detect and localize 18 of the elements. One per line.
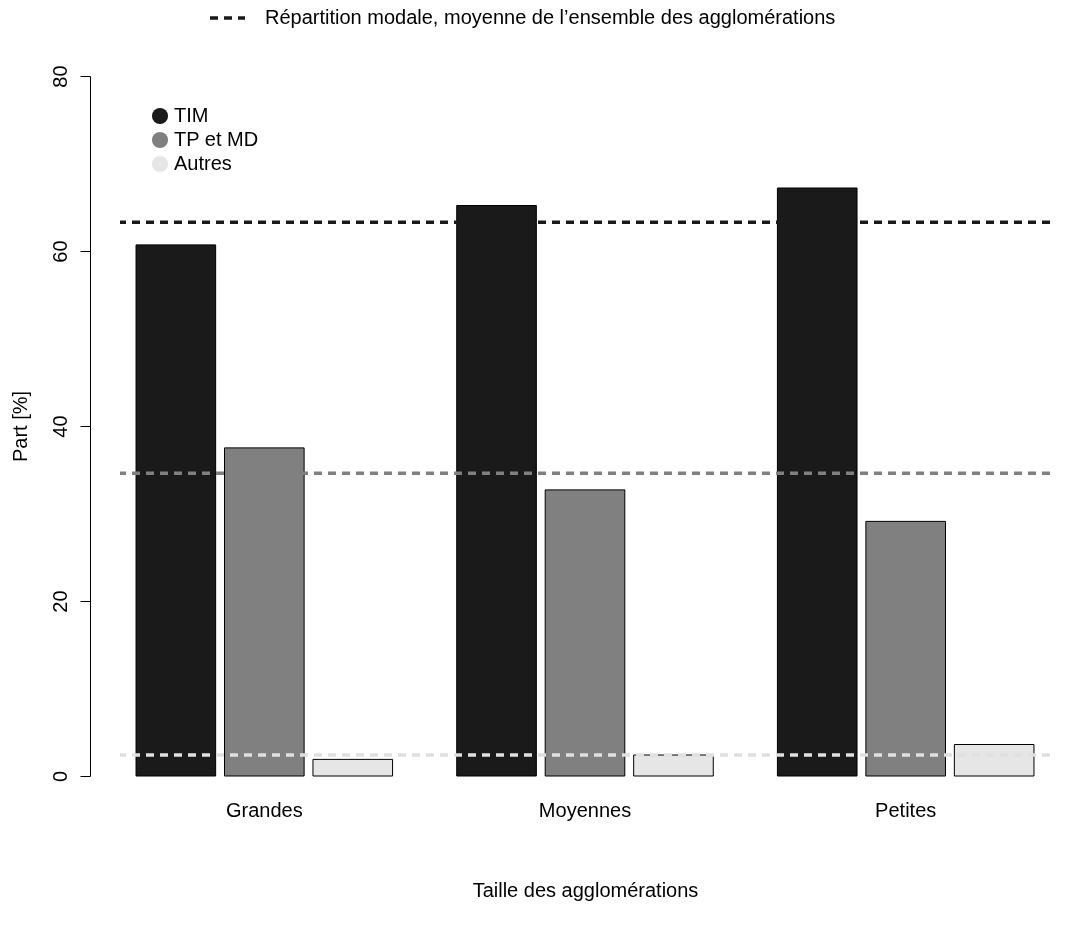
bar (544, 489, 626, 777)
x-axis-title: Taille des agglomérations (472, 878, 699, 901)
x-tick-label: Grandes (225, 798, 303, 821)
y-tick-label: 80 (48, 65, 71, 88)
x-tick-label: Moyennes (538, 798, 632, 821)
legend-label: TIM (174, 104, 209, 126)
bar (865, 520, 946, 777)
legend-label: Répartition modale, moyenne de l’ensemble des agglomérations (265, 6, 836, 28)
legend-label: TP et MD (174, 128, 259, 150)
y-tick-label: 20 (48, 590, 71, 613)
legend-label: Autres (174, 152, 232, 174)
bar (312, 758, 394, 777)
y-axis-title: Part [%] (8, 390, 31, 463)
y-tick-label: 40 (48, 415, 71, 438)
x-tick-label: Petites (875, 798, 937, 821)
y-tick-label: 0 (48, 770, 71, 783)
bar (135, 244, 217, 777)
y-tick-label: 60 (48, 240, 71, 263)
